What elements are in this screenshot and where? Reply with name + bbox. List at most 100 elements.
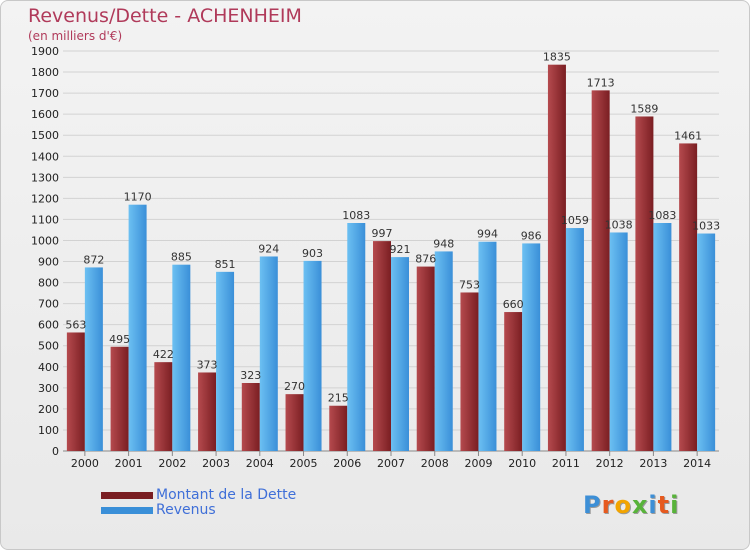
data-label: 1170: [124, 191, 152, 204]
y-tick-label: 200: [38, 403, 59, 416]
x-tick-label: 2001: [115, 457, 143, 470]
y-tick-label: 700: [38, 298, 59, 311]
y-tick-label: 300: [38, 382, 59, 395]
data-label: 1083: [342, 209, 370, 222]
y-tick-label: 1000: [31, 234, 59, 247]
y-tick-label: 400: [38, 361, 59, 374]
data-label: 1835: [543, 51, 571, 64]
bar-dette: [416, 266, 435, 451]
bar-revenus: [697, 233, 716, 451]
bar-dette: [591, 90, 610, 452]
y-tick-label: 1700: [31, 87, 59, 100]
bar-dette: [635, 116, 654, 451]
bar-dette: [285, 394, 304, 451]
data-label: 986: [521, 229, 542, 242]
data-label: 1059: [561, 214, 589, 227]
bar-revenus: [259, 256, 278, 451]
data-label: 994: [477, 228, 498, 241]
y-tick-label: 800: [38, 277, 59, 290]
x-tick-label: 2002: [158, 457, 186, 470]
bar-dette: [154, 362, 173, 451]
data-label: 563: [65, 318, 86, 331]
x-tick-label: 2014: [683, 457, 711, 470]
chart-subtitle: (en milliers d'€): [28, 29, 123, 43]
bar-revenus: [609, 232, 628, 451]
y-tick-label: 900: [38, 256, 59, 269]
x-tick-label: 2009: [464, 457, 492, 470]
bar-revenus: [391, 257, 409, 451]
data-label: 753: [459, 278, 480, 291]
legend-swatch-revenus: [101, 507, 153, 514]
data-label: 1038: [605, 218, 633, 231]
data-label: 660: [503, 298, 524, 311]
bars: [66, 64, 716, 452]
bar-revenus: [565, 228, 584, 451]
bar-revenus: [434, 251, 453, 451]
logo-letter: x: [631, 491, 649, 519]
y-tick-label: 600: [38, 319, 59, 332]
bar-revenus: [522, 243, 541, 451]
logo-letter: P: [583, 491, 602, 519]
chart-title: Revenus/Dette - ACHENHEIM: [28, 5, 302, 27]
data-labels: 563 872 495 1170 422 885 373 851 323 924 270 903 215…: [65, 51, 720, 405]
legend-swatch-dette: [101, 492, 153, 499]
x-tick-label: 2008: [421, 457, 449, 470]
bar-revenus: [128, 204, 147, 451]
data-label: 215: [328, 392, 349, 405]
y-tick-label: 1900: [31, 45, 59, 58]
data-label: 872: [83, 253, 104, 266]
logo-letter: o: [614, 491, 632, 519]
bar-dette: [198, 372, 217, 451]
bar-revenus: [84, 267, 103, 451]
x-tick-label: 2000: [71, 457, 99, 470]
bar-dette: [504, 312, 523, 451]
legend-label-revenus: Revenus: [156, 502, 216, 518]
x-tick-label: 2012: [596, 457, 624, 470]
data-label: 422: [153, 348, 174, 361]
y-tick-label: 500: [38, 340, 59, 353]
bar-revenus: [478, 241, 497, 451]
x-tick-label: 2003: [202, 457, 230, 470]
x-tick-label: 2013: [639, 457, 667, 470]
x-tick-label: 2006: [333, 457, 361, 470]
y-tick-label: 1400: [31, 150, 59, 163]
bar-dette: [460, 292, 479, 451]
data-label: 270: [284, 380, 305, 393]
data-label: 1033: [692, 220, 720, 233]
proxiti-logo: Proxiti: [583, 491, 679, 519]
y-tick-label: 1800: [31, 66, 59, 79]
y-tick-label: 1100: [31, 213, 59, 226]
bar-revenus: [216, 271, 235, 451]
data-label: 948: [433, 237, 454, 250]
bar-dette: [547, 64, 566, 452]
logo-letter: t: [657, 491, 671, 519]
data-label: 851: [215, 258, 236, 271]
bar-dette: [66, 332, 85, 451]
data-label: 1083: [648, 209, 676, 222]
data-label: 495: [109, 333, 130, 346]
data-label: 885: [171, 251, 192, 264]
y-tick-label: 1500: [31, 129, 59, 142]
data-label: 921: [390, 243, 411, 256]
x-tick-label: 2010: [508, 457, 536, 470]
bar-revenus: [303, 260, 322, 451]
legend-label-dette: Montant de la Dette: [156, 487, 297, 503]
bar-revenus: [653, 223, 672, 451]
data-label: 373: [197, 358, 218, 371]
bar-dette: [373, 241, 391, 451]
data-label: 903: [302, 247, 323, 260]
data-label: 1461: [674, 129, 702, 142]
x-tick-label: 2005: [290, 457, 318, 470]
x-tick-label: 2004: [246, 457, 274, 470]
bar-dette: [241, 383, 260, 451]
data-label: 997: [372, 227, 393, 240]
y-tick-label: 100: [38, 424, 59, 437]
data-label: 323: [240, 369, 261, 382]
bar-revenus: [172, 264, 191, 451]
bar-revenus: [347, 223, 366, 451]
data-label: 876: [415, 253, 436, 266]
bar-dette: [110, 346, 129, 451]
data-label: 1713: [587, 76, 615, 89]
